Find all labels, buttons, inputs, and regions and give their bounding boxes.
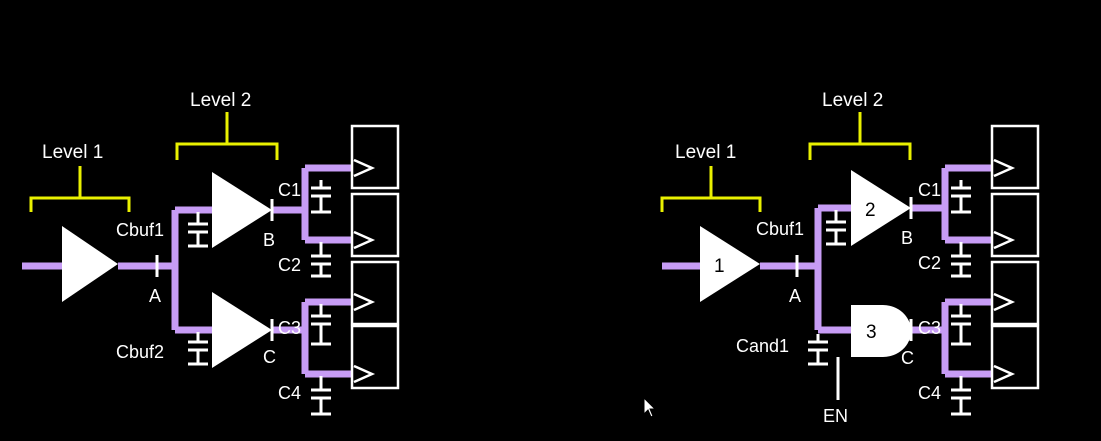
left-flip-flop-4 (350, 324, 400, 390)
right-gate-1-number: 1 (714, 256, 725, 277)
right-c4-label: C4 (918, 383, 941, 403)
right-cbuf1-label: Cbuf1 (756, 219, 804, 239)
right-en-label: EN (823, 406, 848, 426)
right-level2-label: Level 2 (822, 90, 883, 111)
right-c1-label: C1 (918, 180, 941, 200)
left-net-b (272, 164, 354, 244)
left-cbuf2-capacitor (188, 332, 208, 366)
right-c1-capacitor (951, 180, 971, 214)
left-net-c (272, 298, 354, 378)
left-level2-buffer-bottom (212, 292, 272, 368)
left-cbuf2-label: Cbuf2 (116, 342, 164, 362)
left-c3-label: C3 (278, 318, 301, 338)
right-cand1-capacitor (808, 334, 828, 366)
left-cbuf1-label: Cbuf1 (116, 220, 164, 240)
left-node-c-label: C (263, 347, 276, 367)
left-level2-brace (175, 112, 279, 160)
left-node-b-label: B (263, 230, 275, 250)
right-cand1-label: Cand1 (736, 336, 789, 356)
left-node-a-label: A (149, 286, 161, 306)
right-flip-flop-4 (990, 324, 1040, 390)
right-clock-tree: Level 1 Level 2 1 2 3 (660, 90, 1040, 426)
left-c2-capacitor (311, 242, 331, 278)
left-clock-tree: Level 1 Level 2 (22, 90, 400, 416)
right-flip-flop-1 (990, 124, 1040, 190)
right-node-c-label: C (901, 348, 914, 368)
left-c2-label: C2 (278, 255, 301, 275)
left-level2-buffer-top (212, 172, 272, 248)
right-gate-1-buffer (700, 226, 760, 302)
left-c1-label: C1 (278, 180, 301, 200)
left-flip-flop-2 (350, 192, 400, 258)
right-net-b (911, 164, 995, 244)
right-c4-capacitor (951, 376, 971, 416)
left-cbuf1-capacitor (188, 212, 208, 248)
right-c2-label: C2 (918, 253, 941, 273)
right-gate-3-and (851, 305, 911, 357)
left-flip-flop-1 (350, 124, 400, 190)
right-level1-brace (660, 166, 762, 212)
left-c3-capacitor (311, 304, 331, 346)
right-node-a-label: A (789, 286, 801, 306)
right-level2-brace (808, 112, 912, 160)
left-c4-label: C4 (278, 383, 301, 403)
right-net-a (760, 204, 851, 334)
right-node-b-label: B (901, 228, 913, 248)
left-level1-buffer (62, 226, 118, 302)
left-level2-label: Level 2 (190, 90, 251, 111)
right-flip-flop-2 (990, 192, 1040, 258)
left-net-a (118, 206, 212, 334)
right-level1-label: Level 1 (675, 142, 736, 163)
right-gate-2-buffer (851, 170, 911, 246)
left-c1-capacitor (311, 180, 331, 214)
right-c3-label: C3 (918, 318, 941, 338)
left-flip-flop-3 (350, 260, 400, 326)
left-level1-label: Level 1 (42, 142, 103, 163)
right-c3-capacitor (951, 304, 971, 346)
right-c2-capacitor (951, 242, 971, 278)
right-gate-2-number: 2 (865, 200, 876, 221)
right-cbuf1-capacitor (826, 210, 846, 246)
right-gate-3-number: 3 (866, 322, 877, 343)
mouse-cursor-icon (643, 396, 657, 418)
right-net-c (911, 298, 995, 378)
right-flip-flop-3 (990, 260, 1040, 326)
left-level1-brace (29, 166, 131, 212)
left-c4-capacitor (311, 376, 331, 416)
